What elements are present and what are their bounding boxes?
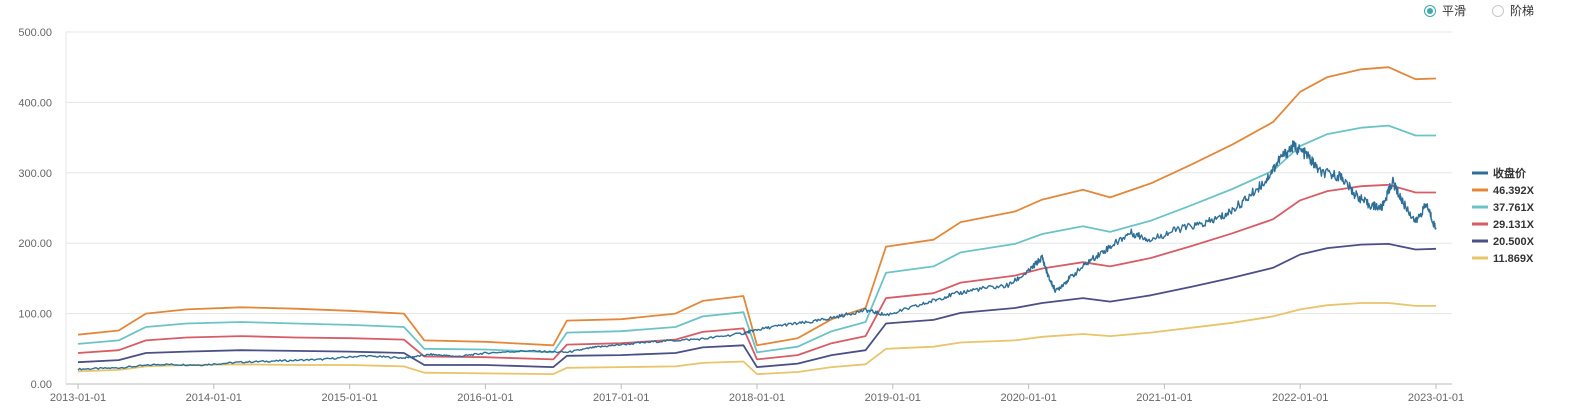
legend-label[interactable]: 37.761X — [1493, 202, 1535, 214]
series-line-close — [77, 140, 1437, 371]
legend-label[interactable]: 46.392X — [1493, 185, 1535, 197]
legend[interactable]: 收盘价 46.392X 37.761X 29.131X 20.500X 11.869X — [1472, 166, 1535, 265]
toggle-step-label: 阶梯 — [1510, 4, 1535, 18]
x-tick-label: 2020-01-01 — [1000, 392, 1056, 404]
y-tick-label: 300.00 — [18, 168, 52, 180]
legend-label[interactable]: 20.500X — [1493, 236, 1535, 248]
legend-label[interactable]: 收盘价 — [1493, 166, 1527, 180]
series-line-pe_37 — [77, 124, 1436, 354]
y-tick-label: 400.00 — [18, 97, 52, 109]
x-tick-label: 2022-01-01 — [1272, 392, 1328, 404]
x-tick-label: 2023-01-01 — [1408, 392, 1464, 404]
series-layer — [77, 66, 1437, 375]
y-tick-label: 100.00 — [18, 309, 52, 321]
x-tick-label: 2013-01-01 — [50, 392, 106, 404]
radio-step-icon[interactable] — [1492, 4, 1504, 17]
y-tick-label: 500.00 — [18, 27, 52, 39]
grid-layer — [66, 31, 1452, 385]
y-tick-label: 200.00 — [18, 238, 52, 250]
toggle-smooth-label: 平滑 — [1442, 4, 1467, 18]
series-line-pe_46 — [77, 66, 1437, 347]
x-tick-label: 2017-01-01 — [593, 392, 649, 404]
legend-label[interactable]: 11.869X — [1493, 253, 1534, 265]
toggle-step[interactable]: 阶梯 — [1492, 2, 1534, 19]
series-line-pe_29 — [77, 183, 1436, 361]
x-tick-label: 2021-01-01 — [1136, 392, 1192, 404]
series-line-pe_11 — [77, 302, 1436, 375]
toggle-smooth[interactable]: 平滑 — [1424, 2, 1466, 19]
legend-label[interactable]: 29.131X — [1493, 219, 1535, 231]
y-tick-label: 0.00 — [31, 379, 52, 391]
x-tick-label: 2019-01-01 — [865, 392, 921, 404]
x-tick-label: 2016-01-01 — [457, 392, 513, 404]
x-tick-label: 2015-01-01 — [321, 392, 377, 404]
x-tick-label: 2018-01-01 — [729, 392, 785, 404]
radio-smooth-icon[interactable] — [1424, 4, 1436, 17]
series-line-pe_20 — [77, 243, 1437, 368]
x-tick-label: 2014-01-01 — [186, 392, 242, 404]
axis-layer: 0.00 100.00 200.00 300.00 400.00 500.00 2013-0… — [18, 27, 1464, 404]
